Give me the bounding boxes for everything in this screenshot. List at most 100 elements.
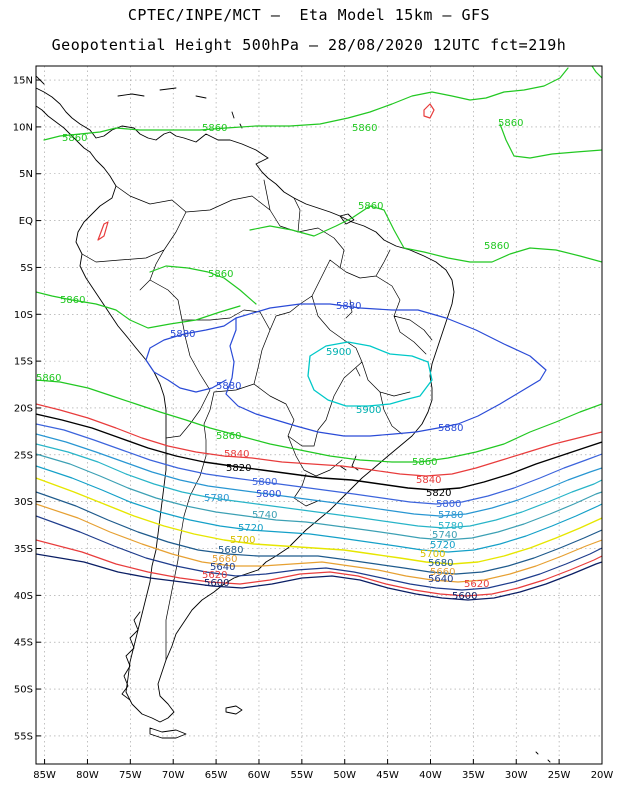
contour-5860-south: [36, 379, 602, 463]
label-5660: 5660: [430, 567, 455, 578]
chile-fjords: [121, 611, 141, 701]
lon-tick-label: 20W: [591, 770, 614, 781]
contour-5860-northeast: [591, 66, 602, 79]
contour-5800: [36, 423, 602, 505]
label-5860: 5860: [412, 457, 437, 468]
label-5600: 5600: [204, 578, 229, 589]
lat-tick-label: 35S: [14, 544, 33, 555]
label-5620: 5620: [464, 579, 489, 590]
contour-5860-north: [43, 67, 569, 141]
lon-tick-label: 50W: [333, 770, 356, 781]
lon-tick-label: 45W: [376, 770, 399, 781]
lat-tick-label: 40S: [14, 591, 33, 602]
lon-tick-label: 35W: [462, 770, 485, 781]
label-5840: 5840: [224, 449, 249, 460]
label-5840: 5840: [416, 475, 441, 486]
contour-5720: [36, 465, 602, 553]
lat-tick-label: 25S: [14, 450, 33, 461]
contour-5840-closed: [423, 103, 435, 119]
central-america-coast: [36, 87, 269, 159]
contour-5760: [36, 443, 602, 529]
label-5640: 5640: [428, 574, 453, 585]
contour-labels: 5860 5860 5860 5860 5860 5860 5860 5860 …: [36, 118, 523, 602]
label-5820: 5820: [426, 488, 451, 499]
label-5900: 5900: [356, 405, 381, 416]
label-5740: 5740: [432, 530, 457, 541]
lat-tick-label: 50S: [14, 685, 33, 696]
contour-5840-andes: [97, 221, 109, 241]
map-title-line2: Geopotential Height 500hPa – 28/08/2020 …: [51, 36, 567, 54]
atlantic-dots: [535, 751, 551, 763]
map-title-line1: CPTEC/INPE/MCT – Eta Model 15km – GFS: [127, 6, 491, 24]
label-5720: 5720: [430, 540, 455, 551]
lat-lon-grid: [36, 66, 602, 764]
caribbean-islands: [117, 87, 243, 129]
central-america-coast-north: [36, 105, 91, 153]
contour-5860-mid: [36, 291, 241, 329]
lat-tick-label: 30S: [14, 497, 33, 508]
contour-5880-main: [225, 303, 547, 437]
label-5660: 5660: [212, 554, 237, 565]
label-5860: 5860: [208, 269, 233, 280]
label-5900: 5900: [326, 347, 351, 358]
south-america-coast: [75, 151, 455, 723]
falklands: [225, 705, 243, 715]
label-5860: 5860: [60, 295, 85, 306]
contour-5860-mid2: [149, 265, 257, 305]
label-5780: 5780: [204, 493, 229, 504]
label-5700: 5700: [230, 535, 255, 546]
lon-tick-label: 75W: [119, 770, 142, 781]
lat-tick-label: 5N: [19, 169, 33, 180]
lat-tick-label: 5S: [20, 263, 33, 274]
contour-5680: [36, 491, 602, 575]
label-5800: 5800: [436, 499, 461, 510]
lon-tick-label: 55W: [291, 770, 314, 781]
contour-5620: [36, 539, 602, 597]
label-5780: 5780: [438, 510, 463, 521]
latitude-labels: 15N 10N 5N EQ 5S 10S 15S 20S 25S 30S 35S 40S 45S 50S 5…: [13, 76, 33, 743]
contour-5780: [36, 433, 602, 517]
label-5780: 5800: [256, 489, 281, 500]
lon-tick-label: 65W: [205, 770, 228, 781]
lon-tick-label: 30W: [505, 770, 528, 781]
label-5880: 5880: [336, 301, 361, 312]
lon-tick-label: 70W: [162, 770, 185, 781]
lon-tick-label: 85W: [33, 770, 56, 781]
contour-5860-equator: [249, 205, 602, 263]
contour-5820: [36, 413, 602, 491]
contour-5600: [36, 553, 602, 601]
label-5680: 5680: [218, 545, 243, 556]
coastlines-borders: [36, 75, 551, 763]
longitude-labels: 85W 80W 75W 70W 65W 60W 55W 50W 45W 40W 35W 30W 25W 2…: [33, 770, 613, 781]
lat-tick-label: 15N: [13, 76, 33, 87]
contour-5840: [36, 403, 602, 477]
yucatan: [36, 75, 45, 85]
lon-tick-label: 60W: [248, 770, 271, 781]
lat-tick-label: 20S: [14, 403, 33, 414]
contour-5900: [307, 341, 433, 407]
lat-tick-label: 15S: [14, 357, 33, 368]
lat-tick-label: 55S: [14, 731, 33, 742]
label-5820: 5820: [226, 463, 251, 474]
label-5880: 5880: [170, 329, 195, 340]
label-5640: 5640: [210, 562, 235, 573]
label-5780: 5780: [438, 521, 463, 532]
tierra-del-fuego: [149, 727, 187, 739]
axis-ticks: [36, 79, 603, 764]
label-5700: 5700: [420, 549, 445, 560]
contour-5860-east-upper: [499, 123, 602, 159]
country-borders: [81, 179, 433, 661]
label-5860: 5860: [62, 133, 87, 144]
label-5740: 5740: [252, 510, 277, 521]
label-5800: 5800: [252, 477, 277, 488]
label-5860: 5860: [498, 118, 523, 129]
lon-tick-label: 25W: [548, 770, 571, 781]
contour-5640: [36, 515, 602, 591]
label-5680: 5680: [428, 558, 453, 569]
lat-tick-label: 10S: [14, 310, 33, 321]
map-frame: [35, 65, 603, 765]
label-5720: 5720: [238, 523, 263, 534]
label-5860: 5860: [36, 373, 61, 384]
lat-tick-label: 45S: [14, 638, 33, 649]
